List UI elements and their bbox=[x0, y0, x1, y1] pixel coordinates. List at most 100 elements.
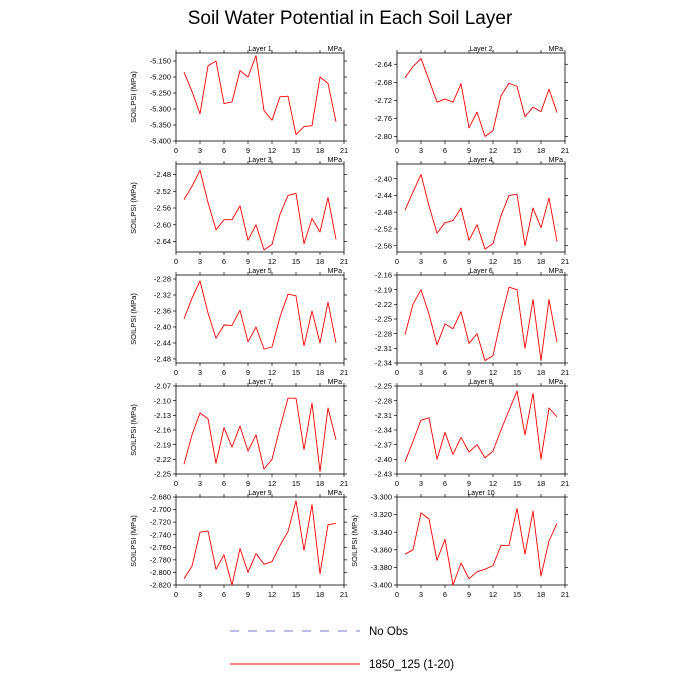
y-tick-label: -2.37 bbox=[375, 440, 392, 449]
x-tick-label: 3 bbox=[419, 257, 423, 266]
y-tick-label: -2.40 bbox=[375, 455, 392, 464]
y-tick-label: -2.40 bbox=[154, 323, 171, 332]
plot-frame bbox=[396, 163, 566, 253]
x-tick-label: 3 bbox=[419, 146, 423, 155]
y-tick-label: -3.400 bbox=[371, 581, 392, 590]
units-label: MPa bbox=[328, 157, 343, 164]
x-tick-label: 12 bbox=[268, 590, 276, 599]
y-tick-label: -2.780 bbox=[150, 555, 171, 564]
x-tick-label: 6 bbox=[443, 368, 447, 377]
units-label: MPa bbox=[549, 268, 564, 275]
x-tick-label: 15 bbox=[292, 479, 300, 488]
plot-frame bbox=[396, 52, 566, 142]
x-tick-label: 21 bbox=[340, 146, 348, 155]
x-tick-label: 15 bbox=[513, 368, 521, 377]
y-tick-label: -2.44 bbox=[375, 191, 392, 200]
y-tick-label: -3.340 bbox=[371, 528, 392, 537]
x-tick-label: 18 bbox=[316, 368, 324, 377]
x-tick-label: 18 bbox=[316, 590, 324, 599]
y-tick-label: -2.700 bbox=[150, 505, 171, 514]
x-tick-label: 9 bbox=[246, 146, 250, 155]
y-tick-label: -3.320 bbox=[371, 510, 392, 519]
x-tick-label: 3 bbox=[198, 257, 202, 266]
x-tick-label: 3 bbox=[419, 590, 423, 599]
series-line bbox=[404, 57, 558, 137]
x-tick-label: 3 bbox=[198, 368, 202, 377]
y-tick-label: -2.25 bbox=[154, 470, 171, 479]
panel-layer-7: 0 3 6 9 12 15 18 21 -2.25 -2.22 -2.19 -2.16 -2.13 -2.… bbox=[129, 379, 348, 488]
x-tick-label: 18 bbox=[316, 479, 324, 488]
y-tick-label: -2.28 bbox=[375, 329, 392, 338]
y-tick-label: -2.720 bbox=[150, 518, 171, 527]
x-tick-label: 0 bbox=[174, 257, 178, 266]
panel-layer-5: 0 3 6 9 12 15 18 21 -2.48 -2.44 -2.40 -2.36 -2.32 -2.… bbox=[129, 268, 348, 377]
x-tick-label: 0 bbox=[174, 146, 178, 155]
x-tick-label: 12 bbox=[268, 257, 276, 266]
x-tick-label: 21 bbox=[561, 479, 569, 488]
x-tick-label: 21 bbox=[561, 257, 569, 266]
y-tick-label: -2.52 bbox=[154, 187, 171, 196]
x-tick-label: 9 bbox=[246, 590, 250, 599]
y-tick-label: -3.380 bbox=[371, 563, 392, 572]
y-tick-label: -2.25 bbox=[375, 382, 392, 391]
series-line bbox=[404, 286, 558, 362]
panel-title: Layer 1 bbox=[248, 46, 271, 53]
y-tick-label: -2.34 bbox=[375, 359, 392, 368]
panel-title: Layer 6 bbox=[469, 268, 492, 275]
x-tick-label: 21 bbox=[340, 257, 348, 266]
y-tick-label: -2.07 bbox=[154, 382, 171, 391]
x-tick-label: 18 bbox=[316, 257, 324, 266]
x-tick-label: 12 bbox=[489, 590, 497, 599]
units-label: MPa bbox=[328, 490, 343, 497]
panel-title: Layer 4 bbox=[469, 157, 492, 164]
y-tick-label: -2.68 bbox=[375, 78, 392, 87]
y-axis-label: SOILPSI (MPa) bbox=[129, 71, 138, 123]
x-tick-label: 21 bbox=[340, 479, 348, 488]
y-tick-label: -2.10 bbox=[154, 396, 171, 405]
y-tick-label: -2.32 bbox=[154, 291, 171, 300]
panel-layer-9: 0 3 6 9 12 15 18 21 -2.820 -2.800 -2.780 -2.760 -2.7… bbox=[129, 490, 348, 599]
y-tick-label: -2.16 bbox=[154, 426, 171, 435]
plot-frame bbox=[175, 274, 345, 364]
x-tick-label: 0 bbox=[395, 368, 399, 377]
x-tick-label: 6 bbox=[443, 479, 447, 488]
y-tick-label: -2.800 bbox=[150, 568, 171, 577]
y-tick-label: -5.150 bbox=[150, 57, 171, 66]
y-axis-label: SOILPSI (MPa) bbox=[129, 182, 138, 234]
y-tick-label: -5.200 bbox=[150, 73, 171, 82]
panel-title: Layer 9 bbox=[248, 490, 271, 497]
x-tick-label: 6 bbox=[222, 590, 226, 599]
series-line bbox=[404, 390, 558, 462]
x-tick-label: 9 bbox=[467, 368, 471, 377]
x-tick-label: 6 bbox=[443, 257, 447, 266]
x-tick-label: 15 bbox=[513, 146, 521, 155]
y-tick-label: -2.740 bbox=[150, 530, 171, 539]
x-tick-label: 15 bbox=[513, 479, 521, 488]
x-tick-label: 6 bbox=[222, 257, 226, 266]
units-label: MPa bbox=[328, 268, 343, 275]
x-tick-label: 9 bbox=[246, 479, 250, 488]
y-tick-label: -2.40 bbox=[375, 174, 392, 183]
y-tick-label: -2.19 bbox=[154, 440, 171, 449]
legend-label-1: 1850_125 (1-20) bbox=[369, 659, 454, 671]
y-tick-label: -2.48 bbox=[154, 355, 171, 364]
x-tick-label: 15 bbox=[292, 590, 300, 599]
y-tick-label: -2.31 bbox=[375, 411, 392, 420]
series-line bbox=[183, 280, 337, 350]
panel-title: Layer 10 bbox=[467, 490, 494, 497]
y-tick-label: -2.760 bbox=[150, 543, 171, 552]
panel-title: Layer 5 bbox=[248, 268, 271, 275]
series-line bbox=[183, 397, 337, 473]
x-tick-label: 15 bbox=[513, 590, 521, 599]
panel-layer-10: 0 3 6 9 12 15 18 21 -3.400 -3.380 -3.360 -3.340 -3.3… bbox=[350, 490, 569, 599]
series-line bbox=[183, 55, 337, 136]
units-label: MPa bbox=[328, 46, 343, 53]
series-line bbox=[183, 169, 337, 251]
x-tick-label: 15 bbox=[292, 368, 300, 377]
panel-layer-6: 0 3 6 9 12 15 18 21 -2.34 -2.31 -2.28 -2.25 -2.22 -2.… bbox=[375, 268, 569, 377]
panel-title: Layer 2 bbox=[469, 46, 492, 53]
x-tick-label: 18 bbox=[537, 479, 545, 488]
y-tick-label: -2.25 bbox=[375, 315, 392, 324]
x-tick-label: 6 bbox=[443, 590, 447, 599]
y-tick-label: -2.64 bbox=[154, 237, 171, 246]
